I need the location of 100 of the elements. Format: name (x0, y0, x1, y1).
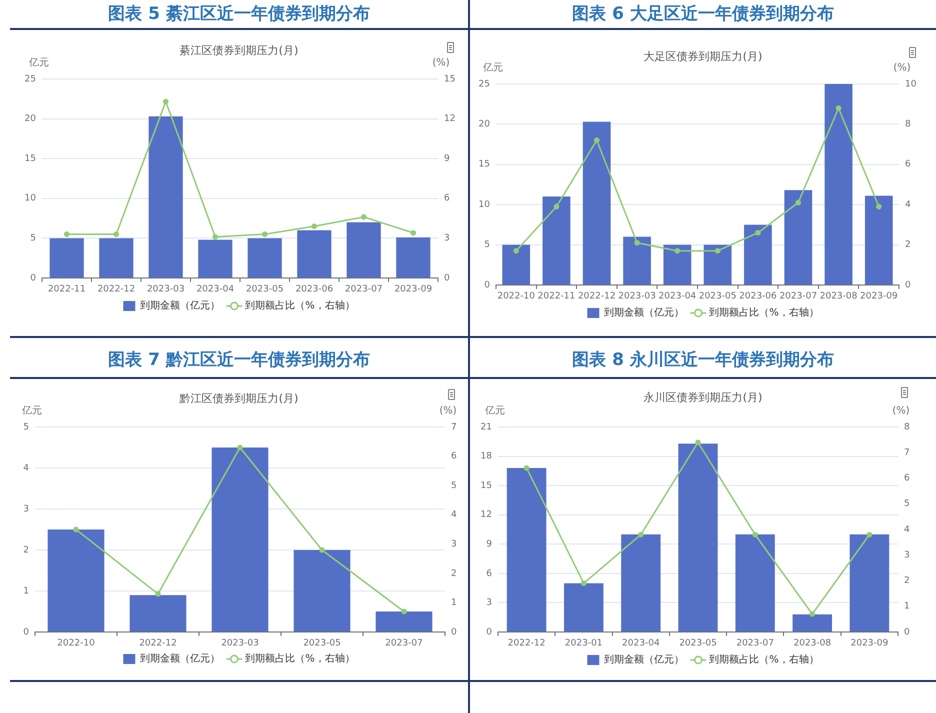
y2-tick-label: 3 (904, 550, 910, 560)
chart-subtitle: 永川区债券到期压力(月) (644, 390, 762, 404)
y-tick-label: 5 (484, 240, 490, 250)
x-tick-label: 2022-11 (48, 284, 86, 295)
x-tick-label: 2023-05 (679, 638, 717, 649)
y2-tick-label: 9 (444, 154, 450, 164)
x-tick-label: 2023-04 (196, 284, 234, 295)
x-tick-label: 2023-04 (658, 292, 696, 302)
y2-tick-label: 4 (451, 510, 457, 520)
chart-subtitle: 綦江区债券到期压力(月) (180, 44, 298, 57)
y-tick-label: 5 (30, 234, 36, 244)
y2-tick-label: 2 (905, 240, 911, 250)
y2-tick-label: 7 (451, 422, 457, 432)
chart-title: 图表 8 永川区近一年债券到期分布 (470, 336, 936, 379)
x-tick-label: 2023-03 (146, 284, 185, 295)
x-tick-label: 2023-06 (295, 284, 334, 295)
y-tick-label: 3 (486, 598, 492, 608)
y-axis-title: 亿元 (21, 406, 42, 417)
x-tick-label: 2023-08 (793, 638, 832, 649)
y2-tick-label: 6 (904, 474, 910, 484)
y-tick-label: 0 (30, 273, 36, 284)
x-tick-label: 2023-06 (739, 292, 778, 302)
y2-axis-title: (%) (432, 58, 450, 69)
y2-tick-label: 0 (905, 280, 911, 290)
y2-tick-label: 6 (451, 452, 457, 462)
legend-label: 到期金额（亿元） (604, 306, 684, 319)
x-tick-label: 2023-09 (394, 284, 432, 295)
y-tick-label: 25 (478, 79, 490, 90)
y2-tick-label: 3 (444, 234, 450, 244)
x-tick-label: 2023-08 (820, 292, 858, 302)
x-tick-label: 2022-12 (578, 292, 616, 302)
x-tick-label: 2022-11 (538, 292, 576, 302)
y2-axis-title: (%) (893, 62, 911, 74)
y2-tick-label: 5 (451, 480, 457, 491)
y-tick-label: 20 (478, 120, 490, 130)
x-tick-label: 2023-07 (344, 284, 383, 295)
y-tick-label: 20 (24, 114, 36, 124)
y-axis-title: 亿元 (484, 406, 505, 417)
y-tick-label: 0 (484, 280, 490, 290)
y2-tick-label: 7 (904, 448, 910, 458)
y-tick-label: 10 (24, 194, 36, 204)
legend-label: 到期金额（亿元） (604, 654, 684, 666)
y2-tick-label: 3 (451, 539, 457, 550)
x-tick-label: 2023-05 (303, 638, 341, 649)
chart-subtitle: 黔江区债券到期压力(月) (178, 392, 298, 405)
y-tick-label: 10 (478, 200, 490, 210)
y-tick-label: 15 (480, 480, 492, 491)
y2-tick-label: 12 (444, 114, 456, 124)
y2-axis-title: (%) (439, 406, 457, 417)
y-tick-label: 5 (23, 422, 29, 432)
y-tick-label: 15 (24, 154, 36, 164)
x-tick-label: 2023-07 (779, 292, 818, 302)
y-tick-label: 2 (23, 545, 29, 556)
y-tick-label: 18 (480, 452, 492, 462)
y2-tick-label: 2 (451, 568, 457, 579)
x-tick-label: 2023-07 (385, 638, 423, 649)
legend-label: 到期金额（亿元） (140, 300, 220, 312)
y2-tick-label: 6 (444, 194, 450, 204)
y-tick-label: 3 (23, 504, 29, 514)
y2-tick-label: 4 (905, 200, 911, 210)
x-tick-label: 2023-09 (850, 638, 888, 649)
x-tick-label: 2023-09 (860, 292, 898, 302)
y-tick-label: 12 (480, 510, 492, 520)
y2-tick-label: 8 (904, 422, 910, 432)
x-tick-label: 2023-03 (618, 292, 656, 302)
y-axis-title: 亿元 (28, 58, 49, 69)
y2-tick-label: 0 (904, 627, 910, 638)
x-tick-label: 2022-12 (508, 638, 546, 649)
x-tick-label: 2023-05 (698, 292, 736, 302)
y-axis-title: 亿元 (482, 62, 503, 74)
y-tick-label: 9 (486, 539, 492, 550)
legend-label: 到期额占比（%，右轴） (245, 300, 355, 312)
y2-tick-label: 0 (451, 627, 457, 638)
x-tick-label: 2022-12 (97, 284, 136, 295)
y2-tick-label: 5 (904, 499, 910, 510)
chart-subtitle: 大足区债券到期压力(月) (644, 50, 762, 63)
x-tick-label: 2023-01 (564, 638, 603, 649)
x-tick-label: 2023-07 (736, 638, 774, 649)
legend-label: 到期额占比（%，右轴） (709, 306, 819, 319)
x-tick-label: 2022-12 (139, 638, 177, 649)
y2-tick-label: 15 (444, 74, 456, 84)
y-tick-label: 21 (480, 422, 492, 432)
y-tick-label: 0 (486, 627, 492, 638)
chart-title: 图表 6 大足区近一年债券到期分布 (470, 0, 936, 30)
x-tick-label: 2023-04 (622, 638, 660, 649)
chart-title: 图表 7 黔江区近一年债券到期分布 (10, 336, 468, 379)
y2-tick-label: 0 (444, 273, 450, 284)
y-tick-label: 4 (23, 463, 30, 474)
x-tick-label: 2022-10 (497, 292, 536, 302)
y-tick-label: 1 (23, 586, 29, 596)
y2-tick-label: 1 (451, 598, 457, 608)
y2-tick-label: 4 (904, 524, 910, 535)
legend-label: 到期额占比（%，右轴） (709, 654, 819, 666)
y-tick-label: 6 (486, 568, 492, 579)
y-tick-label: 15 (478, 160, 490, 170)
x-tick-label: 2023-05 (246, 284, 284, 295)
legend-label: 到期金额（亿元） (140, 652, 220, 665)
y2-tick-label: 8 (905, 120, 911, 130)
x-tick-label: 2022-10 (57, 638, 96, 649)
y2-tick-label: 1 (904, 602, 910, 612)
